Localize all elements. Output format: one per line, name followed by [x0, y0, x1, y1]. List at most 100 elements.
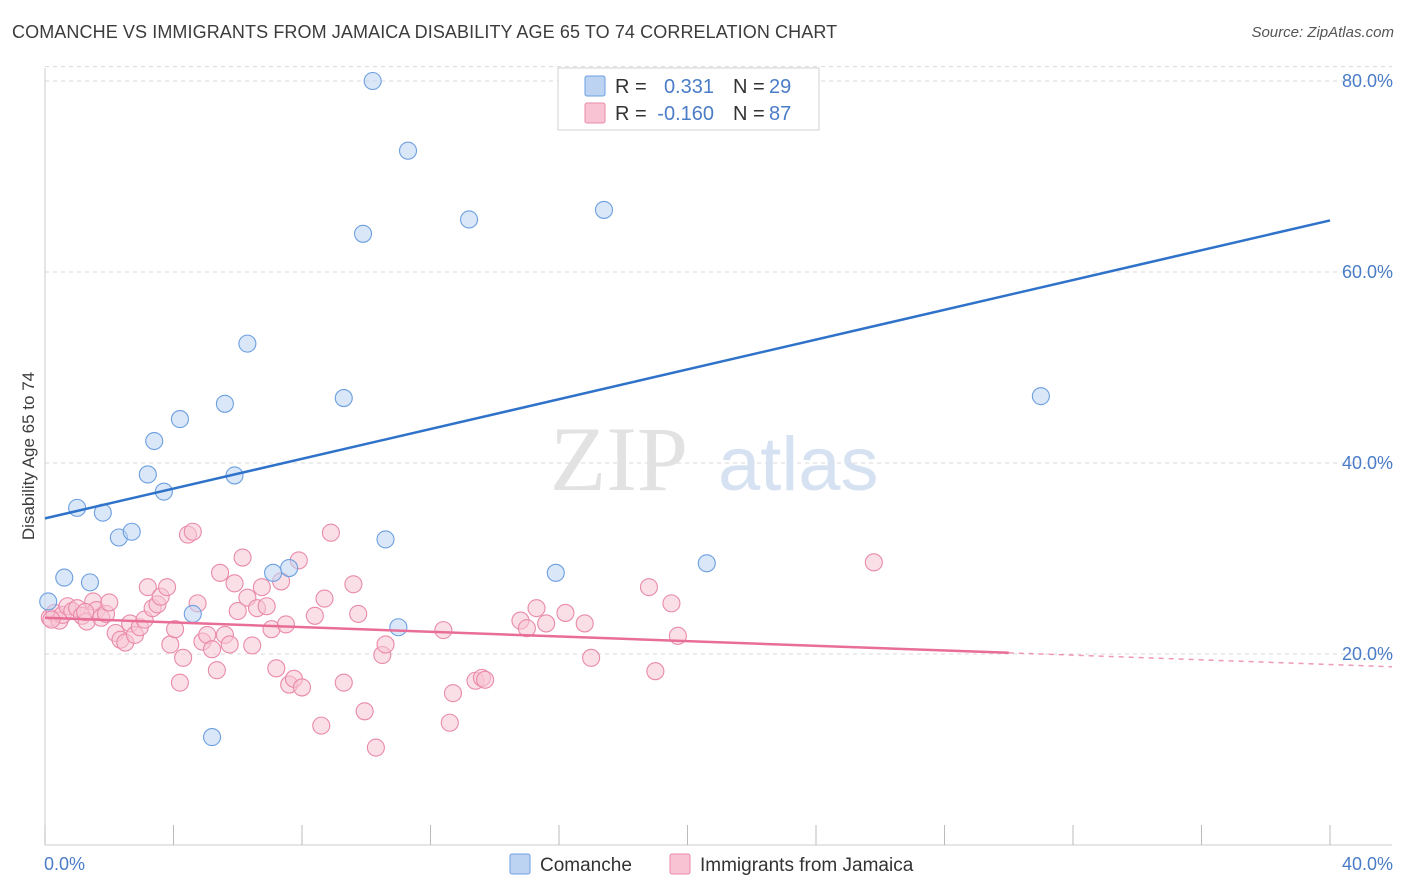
point-comanche [594, 200, 614, 219]
bottom-legend-swatch-comanche [509, 853, 531, 875]
point-comanche [1031, 387, 1050, 406]
legend-n-label-jamaica: N = [733, 103, 765, 125]
point-comanche [122, 522, 141, 541]
y-tick-label: 80.0% [1342, 71, 1393, 91]
chart-title: COMANCHE VS IMMIGRANTS FROM JAMAICA DISA… [12, 22, 838, 42]
point-jamaica [582, 648, 601, 667]
point-comanche [546, 563, 565, 582]
point-jamaica [312, 716, 331, 735]
y-tick-label: 40.0% [1342, 453, 1393, 473]
point-comanche [376, 530, 395, 549]
bottom-legend-label-comanche: Comanche [540, 855, 632, 876]
point-comanche [55, 568, 74, 587]
point-jamaica [639, 578, 659, 597]
bottom-legend: Comanche Immigrants from Jamaica [509, 853, 914, 876]
watermark-atlas: atlas [718, 422, 879, 507]
point-jamaica [344, 575, 363, 594]
legend-n-label-comanche: N = [733, 76, 765, 98]
point-comanche [203, 728, 222, 747]
point-comanche [280, 558, 299, 578]
point-jamaica [158, 578, 177, 597]
point-jamaica [376, 635, 395, 654]
point-jamaica [355, 702, 374, 721]
point-jamaica [292, 678, 312, 697]
point-comanche [697, 554, 716, 573]
point-comanche [264, 563, 283, 582]
point-jamaica [228, 601, 247, 621]
point-jamaica [321, 523, 340, 542]
point-jamaica [138, 578, 157, 597]
trend-lines [44, 219, 1393, 668]
point-jamaica [220, 635, 239, 654]
point-comanche [138, 465, 157, 484]
point-comanche [170, 410, 189, 429]
legend-r-label-comanche: R = [615, 76, 647, 98]
legend-n-value-jamaica: 87 [769, 103, 791, 125]
point-jamaica [257, 597, 276, 616]
point-jamaica [864, 553, 883, 572]
point-jamaica [233, 548, 252, 567]
legend-swatch-jamaica [584, 102, 606, 124]
point-jamaica [305, 606, 324, 625]
point-jamaica [349, 604, 368, 623]
point-jamaica [207, 661, 226, 680]
point-jamaica [267, 659, 286, 678]
bottom-legend-swatch-jamaica [669, 853, 691, 875]
point-jamaica [174, 648, 193, 667]
legend-r-value-jamaica: -0.160 [657, 103, 714, 125]
legend: R = 0.331 N = 29 R = -0.160 N = 87 [557, 67, 820, 131]
point-comanche [215, 394, 234, 413]
point-jamaica [662, 594, 681, 613]
chart-source: Source: ZipAtlas.com [1251, 24, 1394, 41]
point-jamaica [517, 619, 536, 638]
watermark: ZIP atlas [550, 408, 879, 510]
point-jamaica [243, 636, 262, 655]
legend-swatch-comanche [584, 75, 606, 97]
point-comanche [238, 334, 257, 353]
y-axis-title: Disability Age 65 to 74 [19, 372, 38, 540]
axes [44, 68, 1392, 846]
point-comanche [353, 224, 373, 243]
point-jamaica [434, 621, 453, 640]
point-comanche [389, 618, 408, 637]
trend-line-comanche [44, 219, 1331, 520]
point-jamaica [575, 614, 594, 633]
legend-r-label-jamaica: R = [615, 103, 647, 125]
gridlines [45, 66, 1392, 655]
point-jamaica [225, 574, 244, 593]
point-jamaica [476, 670, 495, 689]
point-jamaica [334, 673, 353, 692]
point-comanche [80, 573, 100, 592]
point-jamaica [170, 673, 189, 692]
point-comanche [68, 498, 87, 517]
trend-line-jamaica-extension [1008, 652, 1393, 668]
point-jamaica [646, 662, 665, 681]
point-jamaica [161, 635, 180, 654]
series-jamaica-points [40, 522, 883, 757]
point-jamaica [183, 522, 202, 541]
point-jamaica [42, 610, 61, 629]
tick-labels: 20.0% 40.0% 60.0% 80.0% 0.0% 40.0% [44, 71, 1393, 874]
point-comanche [363, 71, 382, 91]
point-comanche [334, 389, 353, 408]
point-jamaica [203, 640, 222, 659]
x-tick-label: 40.0% [1342, 854, 1393, 874]
x-tick-label: 0.0% [44, 854, 85, 874]
point-comanche [39, 592, 58, 611]
point-comanche [183, 604, 202, 623]
trend-line-jamaica [44, 616, 1009, 655]
point-jamaica [76, 602, 95, 622]
point-jamaica [276, 615, 295, 634]
legend-n-value-comanche: 29 [769, 76, 791, 98]
point-comanche [398, 141, 418, 160]
series-comanche-points [39, 71, 1050, 747]
point-jamaica [443, 684, 463, 703]
point-jamaica [315, 589, 334, 608]
point-comanche [145, 431, 164, 451]
y-tick-label: 20.0% [1342, 644, 1393, 664]
point-jamaica [166, 620, 185, 639]
y-tick-label: 60.0% [1342, 262, 1393, 282]
point-jamaica [556, 603, 575, 622]
point-comanche [459, 210, 479, 229]
